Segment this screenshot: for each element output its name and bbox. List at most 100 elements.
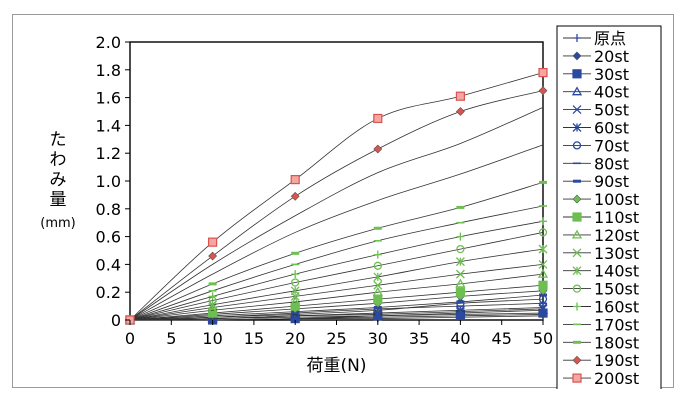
legend-label: 120st bbox=[594, 226, 639, 245]
legend-marker bbox=[572, 248, 582, 258]
data-point bbox=[455, 91, 465, 101]
svg-text:た: た bbox=[50, 130, 67, 150]
legend-label: 160st bbox=[594, 298, 639, 317]
legend-item: 190st bbox=[563, 351, 639, 370]
legend-label: 170st bbox=[594, 315, 639, 334]
y-tick-label: 1.8 bbox=[96, 61, 121, 80]
legend-item: 180st bbox=[563, 333, 639, 352]
legend-item: 70st bbox=[563, 136, 629, 155]
series-line bbox=[129, 182, 544, 321]
x-tick-label: 30 bbox=[368, 329, 388, 348]
chart-frame: 0 0.2 0.4 0.6 0.8 1.0 1.2 1.4 1.6 1.8 2.0 0 5 10 15 20 2… bbox=[12, 14, 674, 389]
svg-text:わ: わ bbox=[50, 150, 67, 170]
data-point bbox=[208, 251, 218, 261]
y-tick-label: 0.4 bbox=[96, 255, 121, 274]
data-point bbox=[456, 232, 465, 241]
data-point bbox=[208, 282, 217, 286]
y-axis-unit: (mm) bbox=[40, 216, 75, 231]
data-point bbox=[291, 278, 300, 287]
legend-marker bbox=[573, 302, 581, 311]
data-point bbox=[539, 180, 547, 184]
y-tick-label: 0.8 bbox=[96, 200, 121, 219]
legend-marker bbox=[571, 229, 583, 239]
x-tick-label: 20 bbox=[285, 329, 305, 348]
data-point bbox=[373, 261, 382, 270]
legend-marker bbox=[572, 141, 582, 150]
legend-marker bbox=[572, 69, 582, 79]
data-point bbox=[290, 286, 300, 296]
legend-label: 50st bbox=[594, 101, 629, 120]
y-tick-label: 1.4 bbox=[96, 116, 121, 135]
legend-marker bbox=[573, 34, 581, 42]
legend-item: 150st bbox=[563, 280, 639, 299]
data-point bbox=[538, 259, 548, 269]
x-tick-label: 15 bbox=[244, 329, 264, 348]
legend-marker bbox=[571, 86, 583, 96]
legend-item: 100st bbox=[563, 190, 639, 209]
data-point bbox=[373, 280, 383, 290]
extra-curve-0 bbox=[129, 144, 544, 321]
legend-item: 140st bbox=[563, 262, 639, 281]
data-point bbox=[456, 244, 465, 254]
y-tick-label: 1.2 bbox=[96, 144, 121, 163]
extra-curve-1 bbox=[129, 106, 544, 321]
data-point bbox=[208, 237, 218, 247]
y-tick-label: 1.0 bbox=[96, 172, 121, 191]
data-point bbox=[456, 205, 465, 209]
series-line bbox=[129, 248, 544, 321]
series-line bbox=[129, 273, 544, 321]
data-point bbox=[373, 226, 382, 230]
legend-item: 170st bbox=[563, 315, 639, 334]
x-tick-label: 0 bbox=[125, 329, 135, 348]
y-tick-label: 0.6 bbox=[96, 228, 121, 247]
legend-marker bbox=[572, 105, 582, 115]
line-chart: 0 0.2 0.4 0.6 0.8 1.0 1.2 1.4 1.6 1.8 2.0 0 5 10 15 20 2… bbox=[40, 25, 662, 389]
legend-label: 180st bbox=[594, 333, 639, 352]
series-160st bbox=[126, 217, 547, 324]
series-line bbox=[129, 205, 544, 321]
data-point bbox=[455, 107, 465, 116]
data-point bbox=[373, 113, 383, 124]
legend-label: 60st bbox=[594, 119, 629, 138]
data-point bbox=[290, 296, 301, 306]
plot-area bbox=[124, 41, 549, 325]
x-tick-label: 35 bbox=[409, 329, 429, 348]
legend-box bbox=[556, 25, 662, 389]
legend-marker bbox=[572, 266, 582, 276]
data-point bbox=[539, 217, 547, 226]
legend-marker bbox=[572, 194, 582, 204]
data-point bbox=[456, 300, 465, 304]
legend-item: 200st bbox=[563, 369, 639, 388]
x-tick-label: 10 bbox=[202, 329, 222, 348]
data-point bbox=[538, 86, 548, 96]
legend-item: 90st bbox=[563, 172, 629, 191]
legend-item: 30st bbox=[563, 65, 629, 84]
data-point bbox=[538, 303, 548, 312]
x-tick-label: 40 bbox=[450, 329, 470, 348]
legend-item: 原点 bbox=[563, 29, 626, 48]
data-point bbox=[455, 278, 466, 288]
axes: 0 0.2 0.4 0.6 0.8 1.0 1.2 1.4 1.6 1.8 2.0 0 5 10 15 20 2… bbox=[40, 33, 553, 376]
legend-marker bbox=[572, 212, 582, 222]
data-point bbox=[538, 67, 548, 78]
legend-marker bbox=[572, 373, 582, 383]
data-point bbox=[455, 257, 465, 267]
data-point bbox=[455, 287, 465, 297]
legend-marker bbox=[572, 355, 582, 365]
data-point bbox=[290, 175, 300, 185]
legend-marker bbox=[572, 284, 582, 293]
series-line bbox=[129, 294, 544, 321]
data-point bbox=[537, 268, 549, 278]
series-line bbox=[129, 312, 544, 321]
legend: 原点20st30st40st50st60st70st80st90st100st1… bbox=[556, 25, 662, 389]
data-point bbox=[372, 286, 383, 296]
data-point bbox=[455, 269, 465, 279]
legend-label: 140st bbox=[594, 262, 639, 281]
x-tick-label: 45 bbox=[492, 329, 512, 348]
legend-label: 130st bbox=[594, 244, 639, 263]
data-point bbox=[538, 280, 548, 290]
legend-item: 160st bbox=[563, 298, 639, 317]
data-point bbox=[538, 244, 548, 254]
legend-label: 80st bbox=[594, 154, 629, 173]
